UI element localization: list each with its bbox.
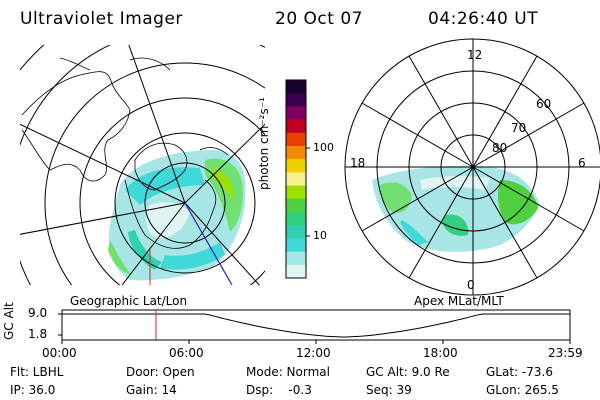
gain-info: Gain: 14 bbox=[126, 383, 177, 397]
altitude-plot bbox=[58, 309, 571, 344]
seq-info: Seq: 39 bbox=[366, 383, 412, 397]
mlt-label-12: 12 bbox=[467, 48, 483, 62]
colorbar bbox=[285, 79, 310, 279]
colorbar-band bbox=[286, 119, 306, 134]
colorbar-band bbox=[286, 93, 306, 107]
mlt-label-6: 6 bbox=[578, 156, 586, 170]
ip-info: IP: 36.0 bbox=[10, 383, 56, 397]
colorbar-tick-100: 100 bbox=[313, 141, 334, 154]
colorbar-band bbox=[286, 212, 306, 226]
mlt-label-0: 0 bbox=[467, 278, 475, 292]
altitude-ylabel: GC Alt bbox=[2, 302, 16, 340]
mlat-label-70: 70 bbox=[511, 121, 527, 135]
colorbar-band bbox=[286, 251, 306, 266]
mlat-label-80: 80 bbox=[492, 141, 508, 155]
apex-caption: Apex MLat/MLT bbox=[414, 294, 504, 308]
colorbar-tick-10: 10 bbox=[313, 229, 327, 242]
time-tick-1200: 12:00 bbox=[296, 346, 331, 360]
altitude-ytick-1: 1.8 bbox=[28, 327, 48, 341]
time-label: 04:26:40 UT bbox=[428, 9, 539, 29]
colorbar-band bbox=[286, 172, 306, 187]
colorbar-band bbox=[286, 146, 306, 160]
colorbar-band bbox=[286, 106, 306, 121]
glat-info: GLat: -73.6 bbox=[486, 365, 553, 379]
filter-info: Flt: LBHL bbox=[10, 365, 64, 379]
colorbar-label: photon cm⁻²s⁻¹ bbox=[257, 97, 271, 190]
apex-polar-map bbox=[344, 38, 600, 296]
colorbar-band bbox=[286, 225, 306, 239]
time-tick-1800: 18:00 bbox=[423, 346, 458, 360]
colorbar-band bbox=[286, 185, 306, 200]
colorbar-band bbox=[286, 264, 306, 279]
colorbar-band bbox=[286, 132, 306, 147]
time-tick-2359: 23:59 bbox=[548, 346, 583, 360]
colorbar-band bbox=[286, 80, 306, 94]
mlat-label-60: 60 bbox=[536, 97, 552, 111]
mode-info: Mode: Normal bbox=[246, 365, 330, 379]
geographic-map bbox=[20, 45, 265, 285]
colorbar-band bbox=[286, 238, 306, 253]
glon-info: GLon: 265.5 bbox=[486, 383, 559, 397]
colorbar-band bbox=[286, 198, 306, 213]
date-label: 20 Oct 07 bbox=[275, 9, 363, 29]
time-tick-0000: 00:00 bbox=[42, 346, 77, 360]
gc-alt-info: GC Alt: 9.0 Re bbox=[366, 365, 450, 379]
altitude-ytick-9: 9.0 bbox=[28, 306, 48, 320]
app-title: Ultraviolet Imager bbox=[20, 9, 183, 29]
mlt-label-18: 18 bbox=[350, 156, 366, 170]
geographic-caption: Geographic Lat/Lon bbox=[70, 294, 188, 308]
time-tick-0600: 06:00 bbox=[169, 346, 204, 360]
dsp-info: Dsp: -0.3 bbox=[246, 383, 312, 397]
colorbar-band bbox=[286, 159, 306, 173]
door-info: Door: Open bbox=[126, 365, 195, 379]
